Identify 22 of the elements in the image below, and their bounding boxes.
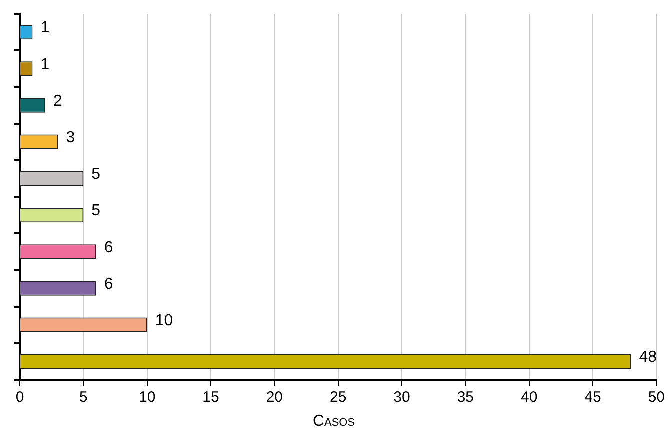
data-label: 1 xyxy=(40,20,50,37)
x-axis-title: Casos xyxy=(312,413,356,431)
data-label: 5 xyxy=(92,166,101,184)
x-tick-label: 30 xyxy=(394,389,410,406)
x-tick-label: 45 xyxy=(584,389,602,406)
x-tick-label: 40 xyxy=(520,389,538,406)
x-tick-label: 10 xyxy=(138,389,156,406)
data-label: 3 xyxy=(66,130,76,147)
data-label: 6 xyxy=(104,239,114,256)
data-label: 6 xyxy=(104,276,114,293)
x-tick-label: 20 xyxy=(266,389,284,406)
data-label: 10 xyxy=(155,312,174,330)
x-tick-label: 35 xyxy=(457,389,474,406)
x-tick-label: 0 xyxy=(16,389,24,406)
x-tick-label: 15 xyxy=(202,389,220,406)
data-label: 48 xyxy=(639,349,658,366)
data-label: 1 xyxy=(40,56,50,74)
x-tick-label: 5 xyxy=(79,389,88,406)
data-label: 5 xyxy=(92,202,101,220)
x-tick-label: 25 xyxy=(330,389,347,406)
data-label: 2 xyxy=(53,92,62,110)
x-tick-label: 50 xyxy=(648,389,665,406)
